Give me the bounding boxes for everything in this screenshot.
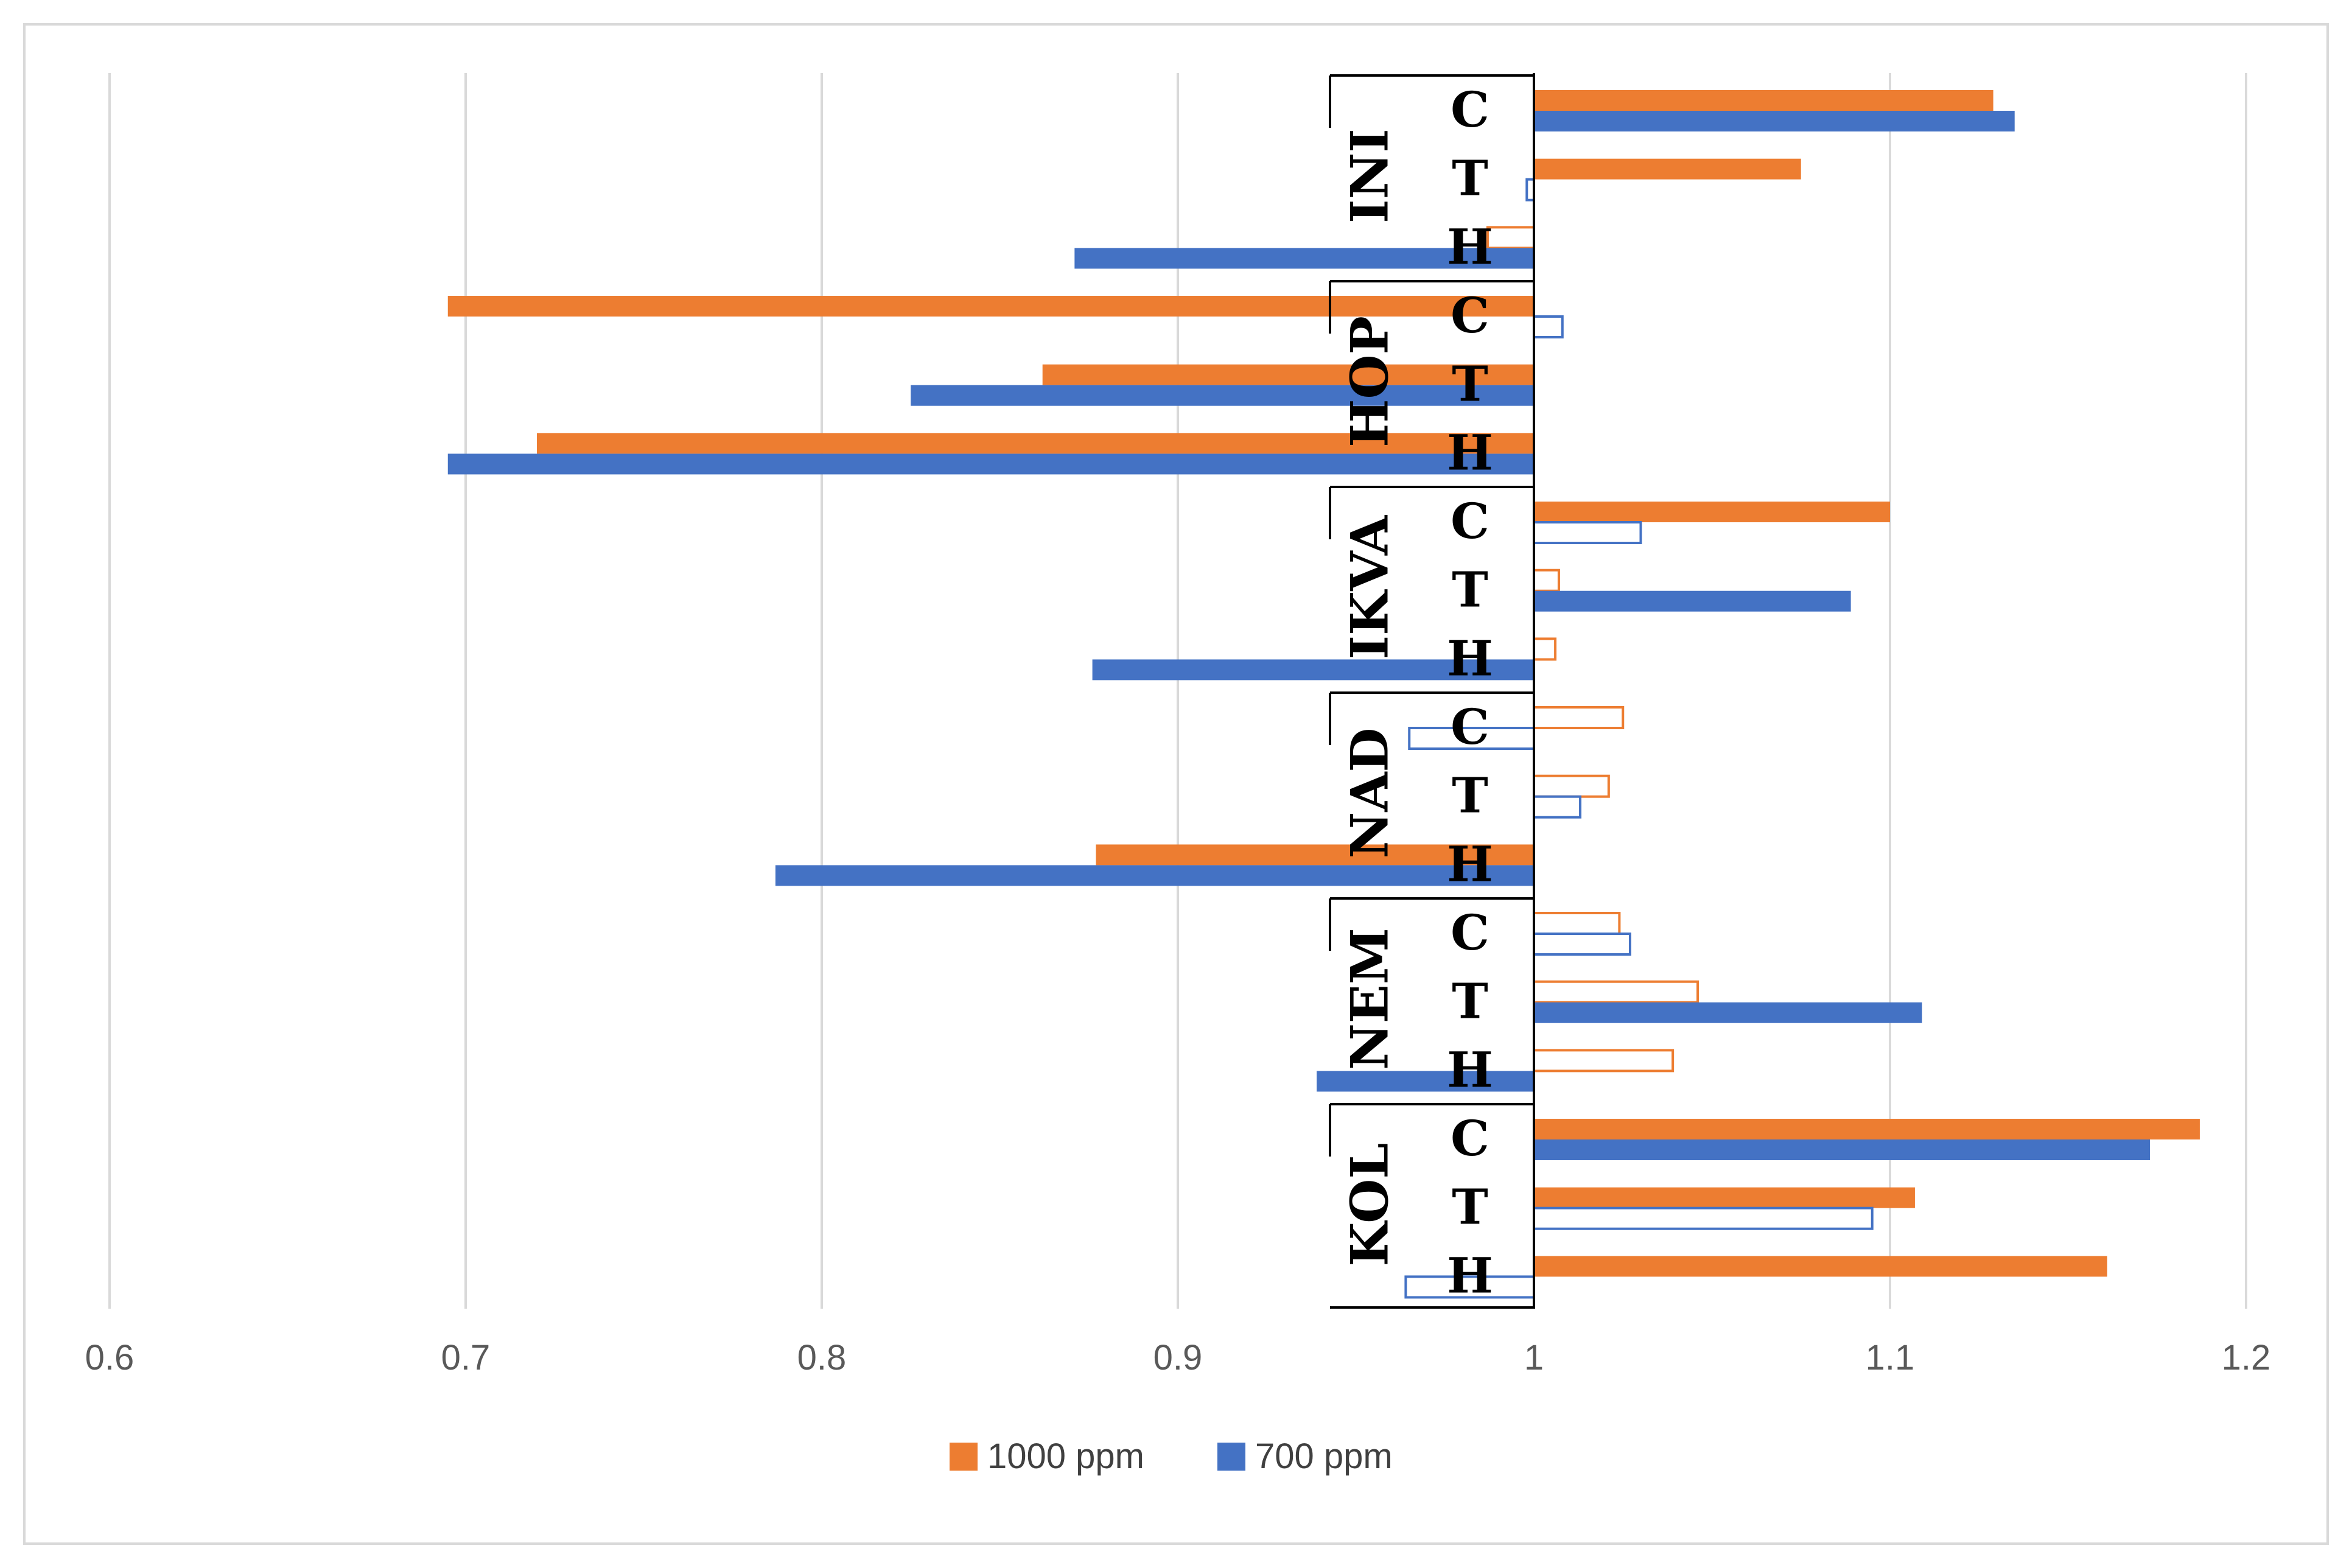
bar-kol-t-1000ppm [1534, 1187, 1915, 1208]
legend-label-0: 1000 ppm [987, 1437, 1144, 1476]
value-axis: 0.6 0.7 0.8 0.9 1 1.1 1.2 [85, 1338, 2271, 1377]
legend: 1000 ppm 700 ppm [950, 1437, 1393, 1476]
category-label: H [1447, 218, 1493, 275]
bar-nem-c-700ppm [1533, 933, 1631, 956]
x-tick-label: 0.9 [1153, 1338, 1203, 1377]
legend-swatch-1 [1217, 1443, 1245, 1471]
x-tick-label: 0.7 [441, 1338, 491, 1377]
bar-kol-c-700ppm [1534, 1139, 2151, 1160]
x-tick-label: 0.8 [797, 1338, 847, 1377]
category-label: T [1452, 561, 1488, 618]
bar-hop-t-700ppm [911, 385, 1534, 406]
bar-nad-h-1000ppm [1096, 844, 1534, 866]
group-label-nad: NAD [1340, 728, 1400, 859]
bar-ini-t-1000ppm [1534, 158, 1801, 180]
bar-nem-h-1000ppm [1533, 1049, 1675, 1073]
category-label: C [1451, 81, 1489, 138]
x-tick-label: 1.1 [1866, 1338, 1915, 1377]
bar-nad-h-700ppm [775, 865, 1534, 886]
bar-nad-c-1000ppm [1533, 706, 1625, 729]
legend-swatch-0 [950, 1443, 978, 1471]
x-tick-label: 0.6 [85, 1338, 135, 1377]
bar-nad-t-700ppm [1533, 795, 1582, 819]
bars [447, 90, 2200, 1299]
bar-hop-t-1000ppm [1042, 364, 1534, 385]
bar-kol-t-700ppm [1533, 1206, 1874, 1230]
legend-label-1: 700 ppm [1255, 1437, 1393, 1476]
bar-kol-c-1000ppm [1534, 1119, 2200, 1139]
bar-ikva-h-700ppm [1092, 659, 1534, 681]
x-tick-label: 1 [1524, 1338, 1544, 1377]
x-tick-label: 1.2 [2222, 1338, 2271, 1377]
category-label: C [1451, 904, 1489, 961]
bar-ini-c-1000ppm [1534, 90, 1993, 111]
bar-ikva-c-700ppm [1533, 521, 1642, 544]
bar-hop-c-700ppm [1533, 315, 1564, 338]
bar-ikva-t-1000ppm [1533, 569, 1560, 592]
chart-frame [23, 23, 2329, 1545]
bar-ikva-h-1000ppm [1533, 637, 1557, 661]
category-label: T [1452, 1178, 1488, 1236]
category-label: T [1452, 973, 1488, 1030]
bar-ini-c-700ppm [1534, 111, 2015, 131]
bar-ikva-t-700ppm [1534, 590, 1851, 612]
bar-nem-h-700ppm [1317, 1071, 1534, 1092]
bar-nem-c-1000ppm [1533, 912, 1621, 935]
category-label: H [1447, 424, 1493, 481]
group-label-ini: INI [1340, 128, 1400, 223]
category-label: H [1447, 1041, 1493, 1098]
bar-nem-t-1000ppm [1533, 980, 1699, 1004]
bar-hop-c-1000ppm [447, 296, 1534, 317]
bar-nad-t-1000ppm [1533, 774, 1610, 798]
bar-hop-h-1000ppm [537, 433, 1534, 454]
bar-ini-h-1000ppm [1486, 226, 1535, 250]
group-label-ikva: IKVA [1340, 514, 1400, 659]
category-label: H [1447, 629, 1493, 687]
bar-ini-h-700ppm [1074, 248, 1534, 269]
category-label: C [1451, 698, 1489, 755]
category-label: T [1452, 355, 1488, 413]
category-label: T [1452, 767, 1488, 824]
group-label-nem: NEM [1340, 928, 1400, 1070]
bar-nad-c-700ppm [1408, 727, 1535, 750]
category-label: H [1447, 1247, 1493, 1304]
bar-hop-h-700ppm [447, 453, 1534, 475]
bar-ikva-c-1000ppm [1534, 502, 1890, 522]
bar-kol-h-1000ppm [1534, 1256, 2107, 1277]
category-label: C [1451, 287, 1489, 344]
category-label: T [1452, 150, 1488, 207]
category-label: H [1447, 835, 1493, 892]
category-label: C [1451, 1110, 1489, 1167]
bar-nem-t-700ppm [1534, 1002, 1922, 1023]
category-label: C [1451, 492, 1489, 550]
group-label-hop: HOP [1340, 316, 1400, 447]
group-label-kol: KOL [1340, 1143, 1400, 1267]
